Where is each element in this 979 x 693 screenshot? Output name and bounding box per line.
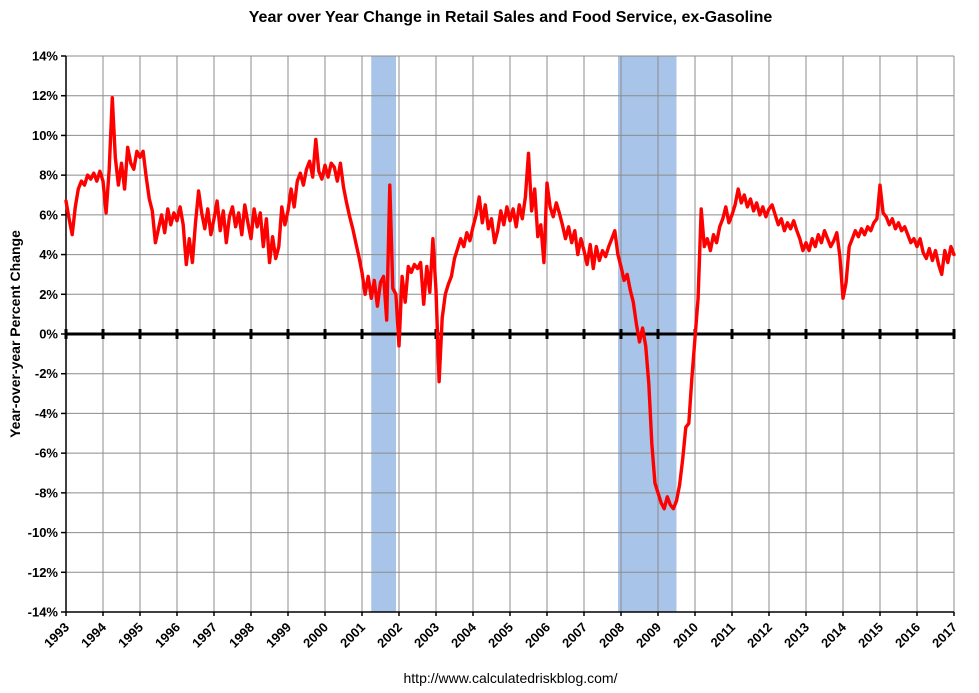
chart-title: Year over Year Change in Retail Sales an…	[248, 9, 773, 26]
y-tick-label: -4%	[35, 406, 59, 421]
x-tick-label: 2002	[374, 620, 405, 651]
x-tick-label: 1996	[152, 620, 183, 651]
x-tick-label: 2017	[929, 620, 960, 651]
footer-url: http://www.calculatedriskblog.com/	[403, 670, 618, 686]
x-tick-label: 1995	[115, 620, 146, 651]
y-tick-label: -8%	[35, 485, 59, 500]
y-tick-label: 2%	[39, 287, 58, 302]
y-tick-label: -6%	[35, 446, 59, 461]
x-tick-label: 2012	[744, 620, 775, 651]
y-tick-label: 0%	[39, 327, 58, 342]
series-line	[64, 95, 956, 511]
x-tick-label: 2011	[708, 620, 739, 651]
y-tick-label: -2%	[35, 366, 59, 381]
y-tick-label: -14%	[28, 605, 59, 620]
x-tick-label: 1994	[78, 619, 110, 651]
x-tick-label: 2006	[522, 620, 553, 651]
x-tick-label: 1999	[263, 620, 294, 651]
y-tick-label: 4%	[39, 247, 58, 262]
x-tick-label: 2015	[855, 620, 886, 651]
x-tick-label: 2013	[781, 620, 812, 651]
x-tick-label: 2016	[892, 620, 923, 651]
y-tick-label: 14%	[32, 49, 58, 64]
x-tick-label: 1998	[226, 620, 257, 651]
y-tick-label: 12%	[32, 88, 58, 103]
y-tick-label: -12%	[28, 565, 59, 580]
x-tick-label: 2010	[670, 620, 701, 651]
y-tick-label: 6%	[39, 207, 58, 222]
x-tick-label: 1997	[189, 620, 220, 651]
x-tick-label: 2004	[448, 619, 480, 651]
x-tick-label: 1993	[41, 620, 72, 651]
y-tick-label: 8%	[39, 168, 58, 183]
x-tick-label: 2001	[337, 620, 368, 651]
x-tick-label: 2008	[596, 620, 627, 651]
x-tick-label: 2014	[818, 619, 850, 651]
x-tick-label: 2009	[633, 620, 664, 651]
y-tick-label: -10%	[28, 525, 59, 540]
x-tick-label: 2000	[300, 620, 331, 651]
y-axis-title: Year-over-year Percent Change	[7, 230, 23, 438]
y-tick-label: 10%	[32, 128, 58, 143]
x-tick-label: 2005	[485, 620, 516, 651]
x-tick-label: 2003	[411, 620, 442, 651]
x-tick-label: 2007	[559, 620, 590, 651]
